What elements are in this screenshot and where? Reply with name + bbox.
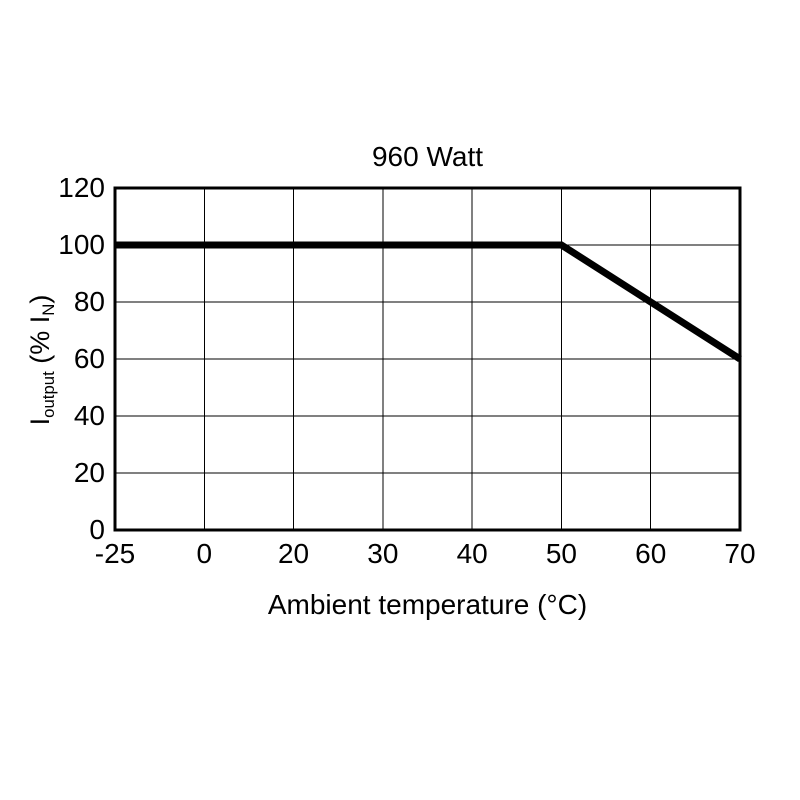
x-tick-label: 0 (196, 538, 213, 569)
x-tick-label: 40 (456, 538, 488, 569)
y-tick-label: 120 (58, 172, 105, 203)
y-tick-label: 40 (73, 400, 105, 431)
y-tick-label: 80 (73, 286, 105, 317)
x-axis-label: Ambient temperature (°C) (267, 589, 588, 620)
y-tick-label: 20 (73, 457, 105, 488)
chart-title: 960 Watt (371, 141, 483, 172)
y-tick-label: 100 (58, 229, 105, 260)
x-tick-label: 60 (635, 538, 667, 569)
y-tick-label: 60 (73, 343, 105, 374)
x-tick-label: 20 (277, 538, 310, 569)
x-tick-label: 70 (724, 538, 756, 569)
x-tick-label: 50 (545, 538, 577, 569)
data-line (115, 241, 742, 362)
y-tick-label: 0 (89, 514, 105, 545)
x-tick-label: -25 (94, 538, 136, 569)
x-tick-label: 30 (367, 538, 399, 569)
